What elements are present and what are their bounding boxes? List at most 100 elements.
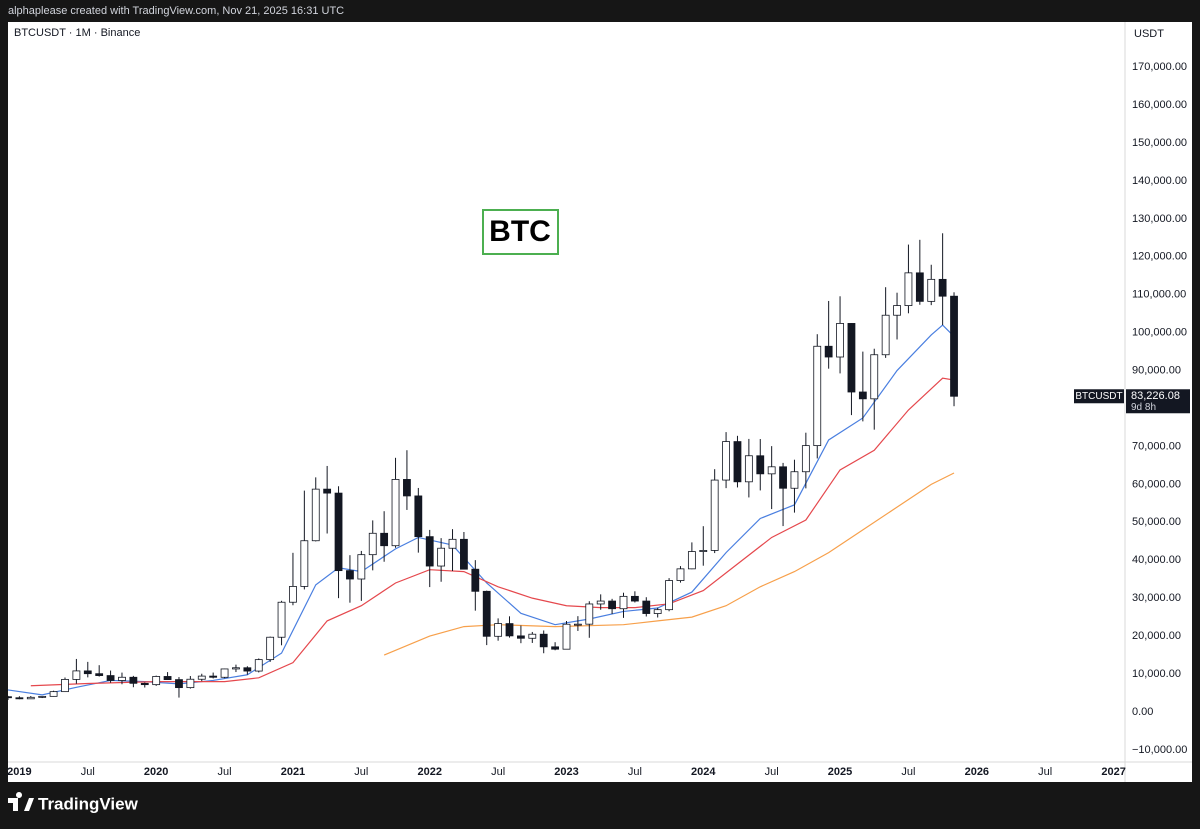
candle-body <box>186 678 195 689</box>
candle-body <box>551 646 560 650</box>
y-tick-label: 170,000.00 <box>1132 61 1187 73</box>
candle-body <box>847 323 856 393</box>
candle-body <box>653 609 662 614</box>
chart-area <box>8 22 1192 782</box>
candle-body <box>687 551 696 570</box>
x-tick-label: Jul <box>628 766 642 778</box>
x-tick-label: 2027 <box>1101 766 1125 778</box>
y-tick-label: 10,000.00 <box>1132 668 1181 680</box>
candle-body <box>277 601 286 638</box>
candle-body <box>790 471 799 489</box>
y-tick-label: 20,000.00 <box>1132 630 1181 642</box>
candle-body <box>471 568 480 592</box>
x-tick-label: 2026 <box>965 766 989 778</box>
candle-body <box>938 278 947 297</box>
candle-body <box>163 676 172 681</box>
y-tick-label: 140,000.00 <box>1132 175 1187 187</box>
chart-title: BTCUSDT · 1M · Binance <box>14 27 140 39</box>
candle-body <box>243 667 252 672</box>
plot <box>8 233 958 700</box>
candle-body <box>630 595 639 602</box>
x-tick-label: Jul <box>1038 766 1052 778</box>
x-tick-label: Jul <box>491 766 505 778</box>
candle-body <box>380 532 389 547</box>
y-tick-label: 0.00 <box>1132 706 1153 718</box>
y-tick-label: 160,000.00 <box>1132 99 1187 111</box>
candle-body <box>801 445 810 473</box>
candle-body <box>460 538 468 570</box>
candle-body <box>528 633 537 639</box>
y-tick-label: 120,000.00 <box>1132 251 1187 263</box>
y-tick-label: 130,000.00 <box>1132 213 1187 225</box>
candle-body <box>8 696 12 699</box>
y-tick-label: 150,000.00 <box>1132 137 1187 149</box>
candle-body <box>676 568 685 581</box>
candle-body <box>49 691 58 697</box>
candle-body <box>756 455 765 475</box>
y-tick-label: 90,000.00 <box>1132 364 1181 376</box>
candle-body <box>927 278 936 302</box>
y-tick-label: 100,000.00 <box>1132 327 1187 339</box>
candle-body <box>539 633 548 648</box>
y-tick-label: −10,000.00 <box>1132 744 1187 756</box>
candle-body <box>744 455 753 483</box>
candle-body <box>950 295 958 397</box>
last-price-name: BTCUSDT <box>1075 391 1122 402</box>
candle-body <box>665 580 673 611</box>
x-tick-label: Jul <box>354 766 368 778</box>
candle-body <box>152 676 161 686</box>
x-tick-label: 2023 <box>554 766 578 778</box>
candle-body <box>220 668 229 678</box>
candle-body <box>425 536 434 567</box>
x-tick-label: 2024 <box>691 766 716 778</box>
candle-body <box>824 345 833 358</box>
candle-body <box>300 540 309 587</box>
candle-body <box>38 695 47 698</box>
candle-body <box>517 635 525 639</box>
candle-body <box>813 345 822 447</box>
moving-average-line <box>383 472 955 656</box>
logo-icon <box>8 792 34 811</box>
x-tick-label: 2022 <box>417 766 441 778</box>
candle-body <box>61 679 69 693</box>
candle-body <box>391 479 400 547</box>
candle-body <box>83 670 92 675</box>
candle-body <box>72 670 81 680</box>
candle-body <box>858 391 867 400</box>
candle-body <box>414 495 423 538</box>
candle-body <box>915 272 924 302</box>
candle-body <box>15 697 24 700</box>
y-tick-label: 110,000.00 <box>1132 289 1186 301</box>
candle-body <box>175 679 183 689</box>
candle-body <box>596 600 605 605</box>
candle-body <box>767 466 776 475</box>
candle-body <box>642 600 651 614</box>
candle-body <box>482 590 491 637</box>
candle-body <box>197 675 206 680</box>
x-tick-label: Jul <box>218 766 232 778</box>
candle-body <box>232 667 240 670</box>
candle-body <box>140 682 149 686</box>
candle-body <box>334 492 343 572</box>
candle-body <box>448 538 457 549</box>
candle-body <box>619 595 628 610</box>
moving-average-line <box>30 377 955 687</box>
y-tick-label: 70,000.00 <box>1132 440 1181 452</box>
candle-body <box>95 673 104 676</box>
candle-body <box>722 441 730 481</box>
candle-body <box>494 623 503 637</box>
candle-body <box>733 441 742 483</box>
candle-body <box>266 636 275 661</box>
x-tick-label: 2019 <box>7 766 31 778</box>
x-tick-label: Jul <box>901 766 915 778</box>
candle-body <box>893 305 901 316</box>
candle-body <box>779 466 787 489</box>
candle-body <box>289 586 297 603</box>
candle-body <box>129 676 138 684</box>
y-tick-label: 30,000.00 <box>1132 592 1181 604</box>
x-tick-label: 2020 <box>144 766 168 778</box>
candle-body <box>106 675 115 681</box>
candle-body <box>699 550 708 552</box>
